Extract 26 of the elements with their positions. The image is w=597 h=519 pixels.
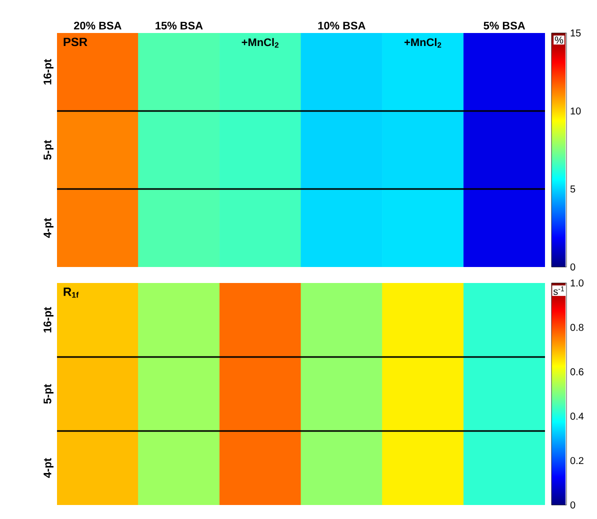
x-tick-label: 15% BSA — [156, 22, 203, 30]
color-bar-label: 0 — [570, 501, 576, 509]
color-bar-label: 0.6 — [570, 368, 584, 376]
annotation: +MnCl$_{2}$ — [404, 38, 442, 48]
y-tick-label: 16-pt — [44, 307, 54, 332]
x-tick-label: 5% BSA — [484, 22, 526, 30]
color-bar-label: 15 — [570, 30, 581, 36]
color-bar-label: 0.4 — [570, 412, 584, 420]
color-bar-title: s$^{-1}$ — [553, 286, 564, 295]
chart-title: R$_{1f}$ — [64, 288, 79, 298]
color-bar-label: 0.8 — [570, 324, 584, 331]
color-bar-label: 0.2 — [570, 457, 584, 464]
y-tick-label: 5-pt — [44, 140, 54, 160]
color-bar-title: % — [554, 36, 564, 44]
chart-title: PSR — [64, 38, 88, 46]
color-bar-label: 10 — [570, 107, 581, 115]
y-tick-label: 16-pt — [44, 59, 54, 84]
color-bar-label: 0 — [570, 263, 576, 271]
y-tick-label: 4-pt — [44, 218, 54, 238]
x-tick-label: 10% BSA — [318, 22, 366, 30]
y-tick-label: 4-pt — [44, 458, 54, 478]
color-bar-label: 1.0 — [570, 279, 584, 287]
x-tick-label: 20% BSA — [74, 22, 122, 30]
y-tick-label: 5-pt — [44, 384, 54, 404]
annotation: +MnCl$_{2}$ — [242, 38, 278, 48]
color-bar-label: 5 — [570, 186, 576, 192]
